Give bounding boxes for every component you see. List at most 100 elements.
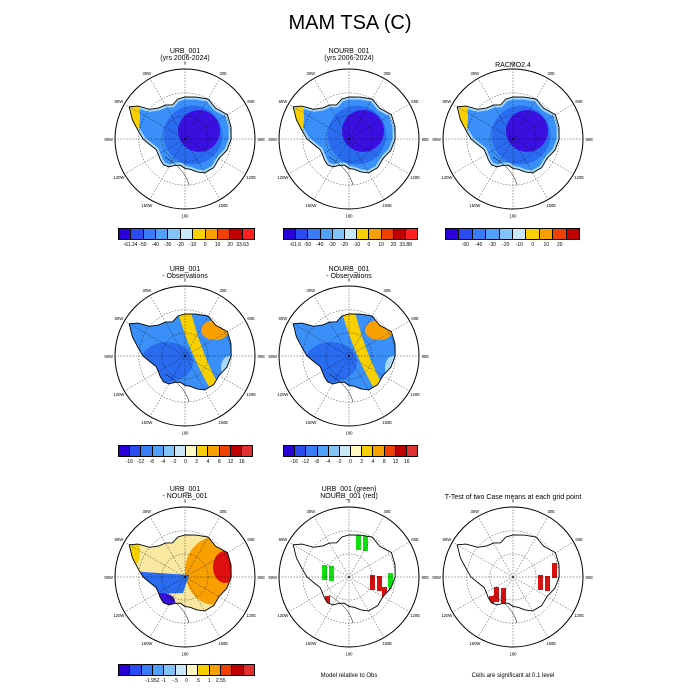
lon-label: 30W	[306, 509, 315, 514]
colorbar-swatch	[406, 446, 418, 456]
meridian	[184, 295, 221, 357]
colorbar	[445, 228, 580, 240]
panel-title: URB_001 - NOURB_001	[75, 486, 295, 500]
panel-subtitle: - Observations	[162, 273, 208, 280]
lon-label: 60W	[279, 537, 288, 542]
sig-cell	[322, 569, 327, 574]
lon-label: 0	[348, 278, 351, 283]
colorbar-swatch	[198, 665, 210, 675]
lon-label: 0	[184, 278, 187, 283]
panel-title-line: NOURB_001	[328, 48, 370, 55]
colorbar-label: 0	[367, 242, 371, 248]
colorbar-swatch	[373, 446, 385, 456]
lon-label: 180	[182, 213, 190, 218]
colorbar-swatch	[369, 229, 382, 239]
colorbar-label: 33.88	[399, 242, 412, 248]
lon-label: 60E	[411, 537, 419, 542]
lon-label: 120W	[113, 175, 124, 180]
colorbar-label: -2	[172, 459, 177, 465]
lat-circle	[325, 332, 373, 380]
sig-cell	[494, 587, 499, 592]
lon-label: 0	[348, 61, 351, 66]
colorbar-swatch	[209, 665, 221, 675]
meridian	[124, 103, 186, 140]
sig-cell	[329, 574, 334, 579]
meridian	[149, 138, 186, 200]
lon-label: 150W	[141, 420, 152, 425]
lon-label: 150E	[546, 641, 556, 646]
sig-cell	[489, 596, 494, 601]
colorbar-swatch	[295, 446, 307, 456]
colorbar-label: 33.63	[236, 242, 249, 248]
colorbar-swatch	[242, 229, 254, 239]
lon-label: 60W	[279, 99, 288, 104]
lon-label: 90E	[422, 354, 430, 359]
lon-label: 30W	[142, 71, 151, 76]
lon-label: 150E	[218, 203, 228, 208]
meridian	[124, 576, 186, 613]
lon-label: 60W	[443, 99, 452, 104]
meridian	[313, 516, 350, 578]
polar-map-3: 0 30E 60E 90E 120E 150E 180 150W 120W 90W 60W 30W	[432, 61, 593, 219]
lon-label: 90E	[258, 575, 266, 580]
sig-cell	[382, 591, 387, 596]
coastline	[128, 534, 232, 612]
colorbar-swatch	[230, 446, 242, 456]
colorbar-label: -50	[461, 242, 469, 248]
colorbar-label: 2	[195, 459, 199, 465]
colorbar-swatch	[186, 665, 199, 675]
meridian	[184, 78, 221, 140]
lon-label: 60E	[411, 99, 419, 104]
lon-label: 180	[182, 651, 190, 656]
lon-label: 60E	[575, 99, 583, 104]
meridian	[184, 576, 246, 613]
sig-cell	[545, 576, 550, 581]
meridian	[149, 355, 186, 417]
lon-label: 0	[512, 499, 515, 504]
lon-label: 90W	[432, 137, 441, 142]
panel-title-line: URB_001	[169, 266, 201, 273]
map-border	[442, 68, 584, 210]
colorbar-swatch	[186, 446, 198, 456]
colorbar-swatch	[205, 229, 218, 239]
panel-title: URB_001 - Observations	[75, 266, 295, 280]
meridian	[149, 78, 186, 140]
colorbar-label: -40	[475, 242, 483, 248]
lon-label: 30E	[383, 509, 391, 514]
colorbar-swatch	[243, 665, 254, 675]
meridian	[348, 576, 385, 638]
map-border	[278, 285, 420, 427]
colorbar-swatch	[217, 229, 231, 239]
meridian	[348, 516, 385, 578]
map-border	[278, 506, 420, 648]
panel-title: T-Test of two Case means at each grid po…	[403, 494, 623, 501]
meridian	[313, 355, 350, 417]
meridian	[184, 138, 221, 200]
lon-label: 120E	[410, 613, 420, 618]
map-border	[114, 68, 256, 210]
colorbar-label: -20	[502, 242, 510, 248]
panel-subtitle: - NOURB_001	[162, 493, 208, 500]
lon-label: 30W	[306, 71, 315, 76]
colorbar-label: 0	[531, 242, 535, 248]
colorbar-swatch	[472, 229, 487, 239]
colorbar-label: 16	[239, 459, 245, 465]
colorbar-label: -1	[161, 678, 166, 684]
shelf-line	[492, 156, 518, 186]
lon-label: 120E	[246, 613, 256, 618]
lon-label: 150W	[469, 641, 480, 646]
map-border	[278, 68, 420, 210]
colorbar-swatch	[499, 229, 514, 239]
panel-title: URB_001 (green) NOURB_001 (red)	[239, 486, 459, 500]
lon-label: 180	[346, 430, 354, 435]
sig-cell	[363, 544, 368, 549]
lon-label: 120W	[277, 613, 288, 618]
colorbar-labels: -61.6 -50 -40 -30 -20 -10 0 10 20 33.88	[283, 242, 418, 250]
colorbar-label: 16	[404, 459, 410, 465]
lon-label: 90E	[258, 137, 266, 142]
sig-patch	[494, 587, 506, 603]
meridian	[184, 541, 246, 578]
lon-label: 30E	[219, 509, 227, 514]
coastline	[292, 534, 396, 612]
meridian	[149, 576, 186, 638]
